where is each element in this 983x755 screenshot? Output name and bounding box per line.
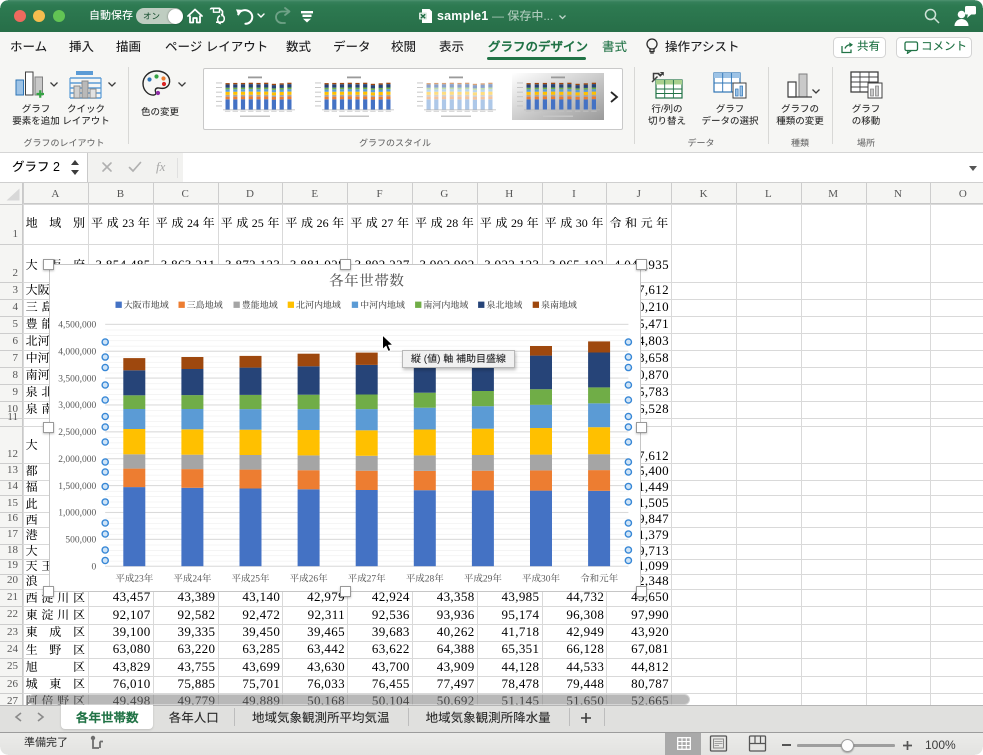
svg-text:令和元年: 令和元年 <box>580 572 618 584</box>
svg-text:平成24年: 平成24年 <box>173 572 211 584</box>
svg-text:平成25年: 平成25年 <box>231 572 269 584</box>
svg-text:平成29年: 平成29年 <box>464 572 502 584</box>
svg-text:2,500,000: 2,500,000 <box>58 428 96 438</box>
svg-text:0: 0 <box>91 562 96 572</box>
svg-text:平成26年: 平成26年 <box>289 572 327 584</box>
svg-text:1,000,000: 1,000,000 <box>58 509 96 519</box>
svg-text:南河内地域: 南河内地域 <box>423 300 468 310</box>
svg-text:三島地域: 三島地域 <box>187 300 223 310</box>
svg-text:4,000,000: 4,000,000 <box>58 347 96 357</box>
svg-text:北河内地域: 北河内地域 <box>296 300 341 310</box>
svg-text:500,000: 500,000 <box>65 536 96 546</box>
svg-text:1,500,000: 1,500,000 <box>58 482 96 492</box>
svg-text:泉北地域: 泉北地域 <box>486 300 522 310</box>
svg-text:各年世帯数: 各年世帯数 <box>329 273 404 290</box>
svg-text:4,500,000: 4,500,000 <box>58 321 96 331</box>
svg-text:平成28年: 平成28年 <box>406 572 444 584</box>
svg-text:大阪市地域: 大阪市地域 <box>124 300 169 310</box>
svg-text:平成30年: 平成30年 <box>522 572 560 584</box>
svg-text:豊能地域: 豊能地域 <box>242 300 278 310</box>
svg-text:2,000,000: 2,000,000 <box>58 455 96 465</box>
svg-text:3,000,000: 3,000,000 <box>58 401 96 411</box>
svg-text:3,500,000: 3,500,000 <box>58 374 96 384</box>
svg-text:泉南地域: 泉南地域 <box>541 300 577 310</box>
svg-text:中河内地域: 中河内地域 <box>360 300 405 310</box>
svg-text:平成23年: 平成23年 <box>115 572 153 584</box>
svg-text:平成27年: 平成27年 <box>348 572 386 584</box>
